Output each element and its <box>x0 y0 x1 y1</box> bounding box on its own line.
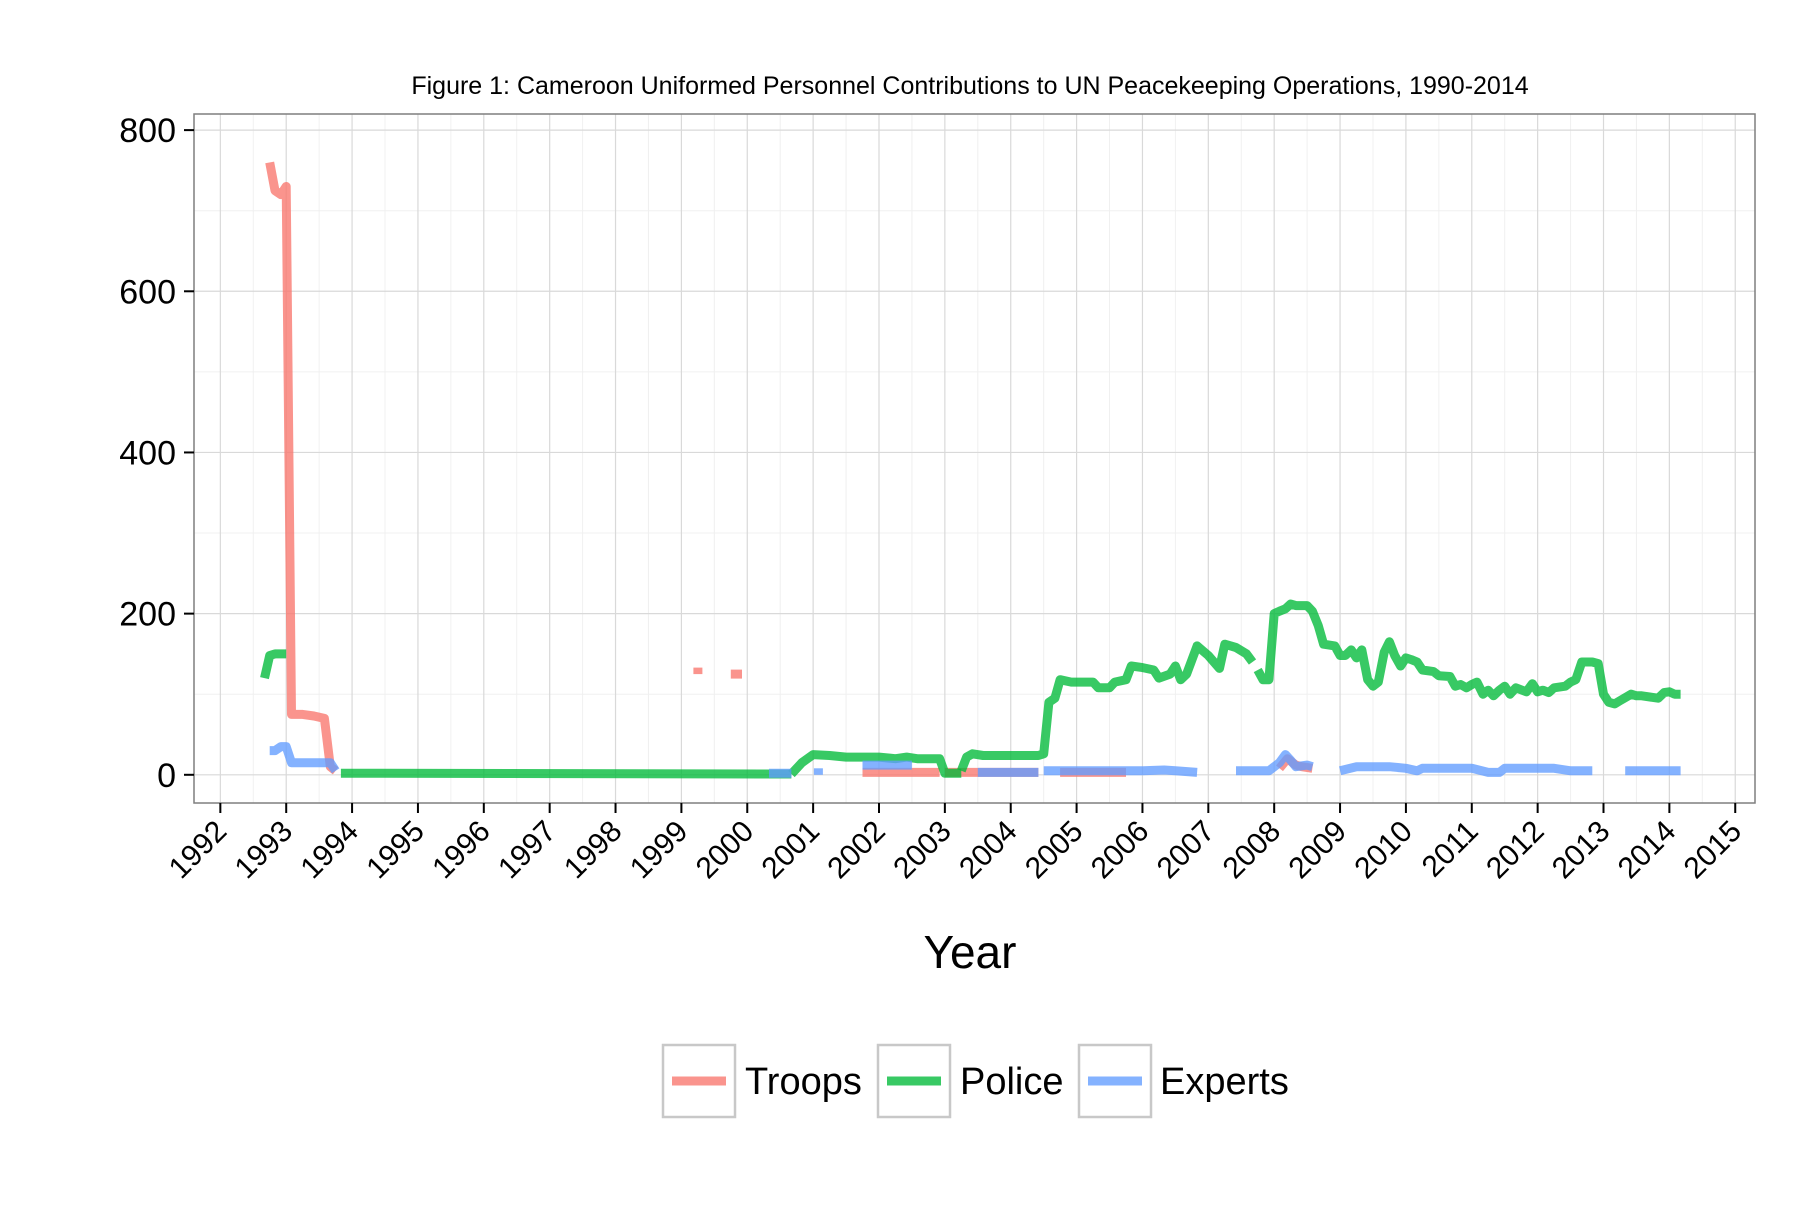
x-tick-label: 2005 <box>1019 815 1090 886</box>
x-axis: 1992199319941995199619971998199920002001… <box>163 803 1748 885</box>
x-tick-label: 1993 <box>229 815 300 886</box>
x-tick-label: 1992 <box>163 815 234 886</box>
x-tick-label: 2003 <box>887 815 958 886</box>
x-tick-label: 2009 <box>1282 815 1353 886</box>
x-tick-label: 1995 <box>360 815 431 886</box>
x-tick-label: 2001 <box>756 815 827 886</box>
series-line-police <box>260 649 287 680</box>
x-tick-label: 1997 <box>492 815 563 886</box>
x-tick-label: 2010 <box>1348 815 1419 886</box>
x-tick-label: 2012 <box>1480 815 1551 886</box>
legend-label-police: Police <box>960 1061 1064 1103</box>
x-tick-label: 2015 <box>1678 815 1749 886</box>
series-line-police <box>340 768 792 779</box>
x-tick-label: 1999 <box>624 815 695 886</box>
x-axis-title: Year <box>924 926 1017 978</box>
legend: Troops Police Experts <box>661 1043 1289 1119</box>
y-axis: 0 200 400 600 800 <box>119 112 194 795</box>
series-line-experts <box>269 742 340 774</box>
x-tick-label: 2008 <box>1217 815 1288 886</box>
legend-label-experts: Experts <box>1160 1061 1289 1103</box>
series-line-police <box>788 750 962 778</box>
y-tick-label: 200 <box>119 596 176 634</box>
series-line-troops <box>265 161 339 775</box>
legend-item-police: Police <box>876 1043 1064 1119</box>
series-line-experts <box>1236 750 1314 776</box>
series-experts <box>269 742 1681 778</box>
x-tick-label: 2011 <box>1416 815 1485 884</box>
x-tick-label: 2014 <box>1612 815 1683 886</box>
series-line-experts <box>1043 765 1198 777</box>
x-tick-label: 2013 <box>1546 815 1617 886</box>
y-tick-label: 400 <box>119 434 176 472</box>
x-tick-label: 2007 <box>1151 815 1222 886</box>
legend-item-troops: Troops <box>661 1043 862 1119</box>
series-line-experts <box>1339 762 1593 777</box>
x-tick-label: 2004 <box>953 815 1024 886</box>
chart-title: Figure 1: Cameroon Uniformed Personnel C… <box>411 72 1528 100</box>
series-line-police <box>957 639 1257 773</box>
plot-panel-border <box>193 113 1756 804</box>
series-lines <box>260 161 1681 779</box>
x-tick-label: 2002 <box>821 815 892 886</box>
x-tick-label: 2000 <box>690 815 761 886</box>
gridlines <box>194 114 1755 803</box>
y-tick-label: 800 <box>119 112 176 150</box>
x-tick-label: 1996 <box>426 815 497 886</box>
legend-item-experts: Experts <box>1077 1043 1289 1119</box>
series-police <box>260 599 1681 779</box>
y-tick-label: 0 <box>157 757 176 795</box>
x-tick-label: 2006 <box>1085 815 1156 886</box>
x-tick-label: 1998 <box>558 815 629 886</box>
series-line-police <box>1253 599 1681 709</box>
legend-label-troops: Troops <box>745 1061 862 1103</box>
x-tick-label: 1994 <box>294 815 365 886</box>
y-tick-label: 600 <box>119 273 176 311</box>
